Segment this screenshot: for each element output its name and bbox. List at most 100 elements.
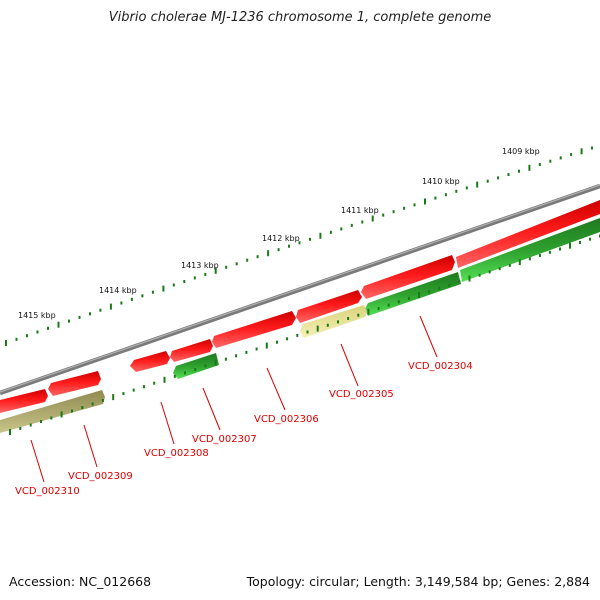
inner-scale-tick xyxy=(173,374,176,378)
gene-label-connectors xyxy=(30,315,438,483)
inner-scale-tick xyxy=(184,371,186,375)
gene-label-vcd-002309[interactable]: VCD_002309 xyxy=(68,471,133,482)
scale-label-1415: 1415 kbp xyxy=(18,311,56,320)
inner-scale-tick xyxy=(518,259,521,266)
gene-block-vcd-002309-fwd[interactable] xyxy=(48,371,101,396)
outer-scale-tick xyxy=(298,241,301,245)
outer-scale-tick xyxy=(36,330,39,334)
outer-scale-tick xyxy=(403,206,406,210)
inner-scale-tick xyxy=(286,337,289,341)
outer-scale-tick xyxy=(15,337,18,341)
inner-scale-tick xyxy=(478,273,481,277)
gene-block-vcd-002307-fwd[interactable] xyxy=(170,339,213,362)
gene-label-vcd-002307[interactable]: VCD_002307 xyxy=(192,434,257,445)
inner-scale-tick xyxy=(112,394,115,401)
gene-block-vcd-002304-rev[interactable] xyxy=(460,218,600,282)
outer-scale-tick xyxy=(89,312,91,316)
inner-scale-tick xyxy=(81,406,84,409)
inner-scale-tick xyxy=(538,254,541,257)
outer-scale-tick xyxy=(559,156,562,160)
gene-block-vcd-002308[interactable] xyxy=(130,351,170,372)
outer-scale-tick xyxy=(246,258,249,262)
outer-scale-tick xyxy=(204,272,207,276)
inner-scale-tick xyxy=(19,427,22,430)
inner-scale-tick xyxy=(559,247,561,251)
inner-scale-tick xyxy=(9,429,11,435)
inner-scale-tick xyxy=(122,392,125,396)
outer-scale-tick xyxy=(371,215,374,222)
gene-block-vcd-002306b[interactable] xyxy=(212,311,296,348)
gene-label-vcd-002306[interactable]: VCD_002306 xyxy=(254,414,319,425)
inner-scale-tick xyxy=(143,385,145,389)
outer-scale-tick xyxy=(130,297,133,301)
inner-scale-tick xyxy=(101,399,104,402)
outer-scale-tick xyxy=(455,189,458,193)
inner-scale-tick xyxy=(498,267,501,271)
inner-scale-tick xyxy=(224,357,227,361)
outer-scale-tick xyxy=(465,186,468,190)
outer-scale-tick xyxy=(528,164,531,171)
inner-scale-tick xyxy=(548,250,551,254)
scale-label-1414: 1414 kbp xyxy=(99,286,137,295)
gene-label-vcd-002304[interactable]: VCD_002304 xyxy=(408,361,473,372)
chromosome-backbone-highlight xyxy=(0,184,600,393)
inner-scale-tick xyxy=(132,388,135,392)
outer-scale-tick xyxy=(214,267,217,274)
outer-scale-tick xyxy=(570,153,573,157)
connector-vcd-002308 xyxy=(160,401,175,445)
inner-scale-tick xyxy=(448,283,451,287)
inner-scale-tick xyxy=(508,263,511,267)
outer-scale-tick xyxy=(444,193,447,197)
outer-scale-tick xyxy=(183,280,186,283)
inner-scale-tick xyxy=(40,420,42,423)
inner-scale-tick xyxy=(265,342,268,349)
outer-scale-tick xyxy=(151,290,154,294)
outer-scale-tick xyxy=(5,340,7,346)
outer-scale-tick xyxy=(109,303,112,310)
outer-scale-tick xyxy=(235,262,238,266)
gene-label-vcd-002305[interactable]: VCD_002305 xyxy=(329,389,394,400)
gene-block-vcd-002306[interactable] xyxy=(296,290,362,323)
outer-scale-tick xyxy=(256,255,259,259)
inner-scale-tick xyxy=(337,320,339,324)
outer-scale-tick xyxy=(26,334,28,338)
inner-scale-tick xyxy=(50,416,53,420)
outer-scale-tick xyxy=(340,227,343,231)
gene-block-vcd-002310[interactable] xyxy=(0,389,48,413)
connector-vcd-002306 xyxy=(266,367,286,411)
outer-scale-tick xyxy=(172,283,175,287)
map-title: Vibrio cholerae MJ-1236 chromosome 1, co… xyxy=(108,10,492,25)
outer-scale-tick xyxy=(329,230,332,234)
scale-label-1410: 1410 kbp xyxy=(422,177,460,186)
gene-block-vcd-002309[interactable] xyxy=(0,390,105,433)
inner-scale-tick xyxy=(235,354,238,358)
outer-scale-tick xyxy=(382,213,385,217)
inner-scale-tick xyxy=(579,241,581,244)
scale-label-1409: 1409 kbp xyxy=(502,147,540,156)
inner-scale-tick xyxy=(316,325,319,332)
gene-label-vcd-002310[interactable]: VCD_002310 xyxy=(15,486,80,497)
inner-scale-tick xyxy=(276,340,278,344)
inner-scale-tick xyxy=(407,296,410,300)
outer-scale-tick xyxy=(538,163,541,166)
outer-scale-tick xyxy=(591,146,593,150)
scale-label-1412: 1412 kbp xyxy=(262,234,300,243)
gene-label-vcd-002308[interactable]: VCD_002308 xyxy=(144,448,209,459)
outer-scale-tick xyxy=(434,196,437,200)
inner-scale-tick xyxy=(245,350,248,354)
inner-scale-tick xyxy=(468,275,471,282)
inner-scale-tick xyxy=(214,359,217,366)
accession-text: Accession: NC_012668 xyxy=(9,574,152,589)
inner-scale-tick xyxy=(296,333,299,337)
gene-block-vcd-002304[interactable] xyxy=(456,200,600,268)
scale-label-1413: 1413 kbp xyxy=(181,261,219,270)
outer-scale-tick xyxy=(476,181,479,188)
gene-block-vcd-002304b[interactable] xyxy=(361,255,455,299)
forward-strand-track xyxy=(0,200,600,413)
outer-scale-tick xyxy=(162,285,165,292)
outer-scale-tick xyxy=(277,248,280,252)
inner-scale-tick xyxy=(71,409,73,413)
inner-scale-tick xyxy=(91,402,94,406)
inner-scale-tick xyxy=(60,411,63,418)
scale-label-1411: 1411 kbp xyxy=(341,206,379,215)
